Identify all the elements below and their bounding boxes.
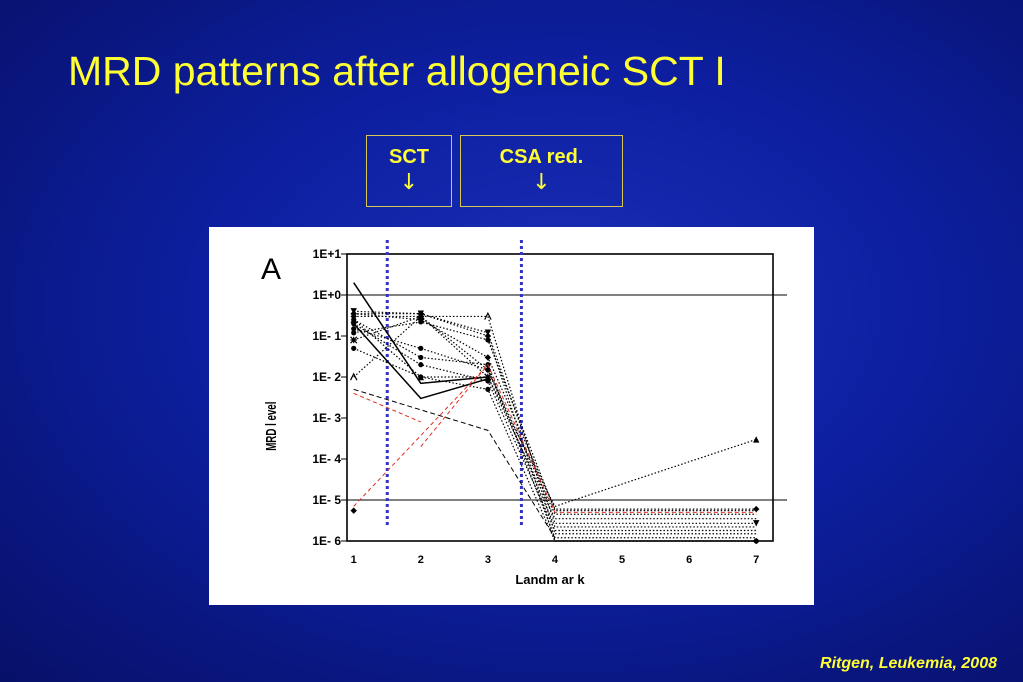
series-13-point	[485, 386, 491, 392]
y-tick-label: 1E- 4	[312, 452, 341, 466]
y-tick-label: 1E- 3	[312, 411, 341, 425]
csa-reduction-marker-label: CSA red.	[499, 146, 584, 168]
sct-marker-label: SCT	[389, 146, 429, 168]
series-6-point	[484, 373, 492, 381]
series-5-point	[351, 326, 357, 332]
sct-marker-box: SCT ↓	[366, 135, 452, 207]
series-13-point	[753, 538, 759, 544]
series-line-3	[353, 321, 757, 512]
y-axis-label: MRD l evel	[263, 402, 279, 451]
panel-label: A	[261, 253, 281, 286]
series-line-15	[353, 392, 421, 423]
series-7-point	[753, 520, 760, 527]
series-12-point	[350, 310, 357, 317]
series-line-8	[353, 315, 757, 528]
series-11-point	[351, 317, 357, 323]
x-tick-label: 1	[351, 554, 357, 566]
series-3-point	[418, 319, 424, 325]
series-9-point	[418, 362, 424, 368]
series-line-17	[353, 364, 489, 507]
series-11-point	[418, 354, 424, 361]
chart-panel: 1E+1 1E+0 1E- 1 1E- 2 1E- 3 1E- 4 1E- 5 1E- 6 1 2…	[209, 227, 814, 605]
series-10-point	[349, 372, 358, 381]
series-5-point	[418, 345, 424, 351]
y-tick-label: 1E- 5	[312, 493, 341, 507]
x-tick-label: 7	[753, 554, 759, 566]
series-9-point	[485, 378, 491, 384]
series-6-point	[350, 336, 358, 344]
x-tick-label: 2	[418, 554, 424, 566]
series-line-10	[353, 315, 757, 535]
series-4-point	[753, 436, 760, 443]
x-tick-label: 5	[619, 554, 625, 566]
series-12-point	[417, 310, 424, 317]
series-line-14	[353, 388, 556, 539]
series-line-5	[353, 328, 757, 515]
series-2-point	[753, 505, 760, 513]
series-18-point	[350, 507, 357, 514]
series-13-point	[418, 374, 424, 380]
series-12-point	[484, 332, 492, 340]
mrd-line-chart: 1E+1 1E+0 1E- 1 1E- 2 1E- 3 1E- 4 1E- 5 1E- 6 1 2…	[261, 240, 787, 587]
series-3-point	[351, 330, 357, 336]
x-axis-label: Landm ar k	[515, 572, 585, 587]
series-9-point	[351, 321, 357, 327]
y-tick-label: 1E- 1	[312, 329, 341, 343]
series-line-4	[353, 319, 757, 508]
csa-reduction-marker-box: CSA red. ↓	[460, 135, 623, 207]
slide-title: MRD patterns after allogeneic SCT I	[68, 48, 726, 94]
plot-frame	[346, 253, 774, 542]
x-tick-label: 6	[686, 554, 692, 566]
x-tick-label: 4	[552, 554, 559, 566]
series-line-11	[353, 319, 757, 539]
x-tick-label: 3	[485, 554, 491, 566]
y-tick-label: 1E+0	[313, 288, 342, 302]
series-line-2	[353, 313, 757, 510]
series-line-7	[353, 310, 757, 524]
citation: Ritgen, Leukemia, 2008	[820, 655, 997, 672]
down-arrow-icon: ↓	[399, 170, 419, 195]
series-line-1	[353, 323, 489, 400]
y-tick-label: 1E- 2	[312, 370, 341, 384]
series-13-point	[351, 345, 357, 351]
series-2-point	[484, 354, 492, 361]
y-tick-label: 1E- 6	[312, 534, 341, 548]
series-10-point	[484, 311, 492, 320]
y-tick-label: 1E+1	[313, 247, 342, 261]
series-7-point	[484, 329, 492, 336]
series-line-16	[420, 363, 757, 513]
down-arrow-icon: ↓	[532, 170, 551, 195]
